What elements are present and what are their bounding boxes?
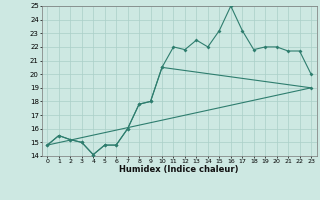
X-axis label: Humidex (Indice chaleur): Humidex (Indice chaleur) xyxy=(119,165,239,174)
